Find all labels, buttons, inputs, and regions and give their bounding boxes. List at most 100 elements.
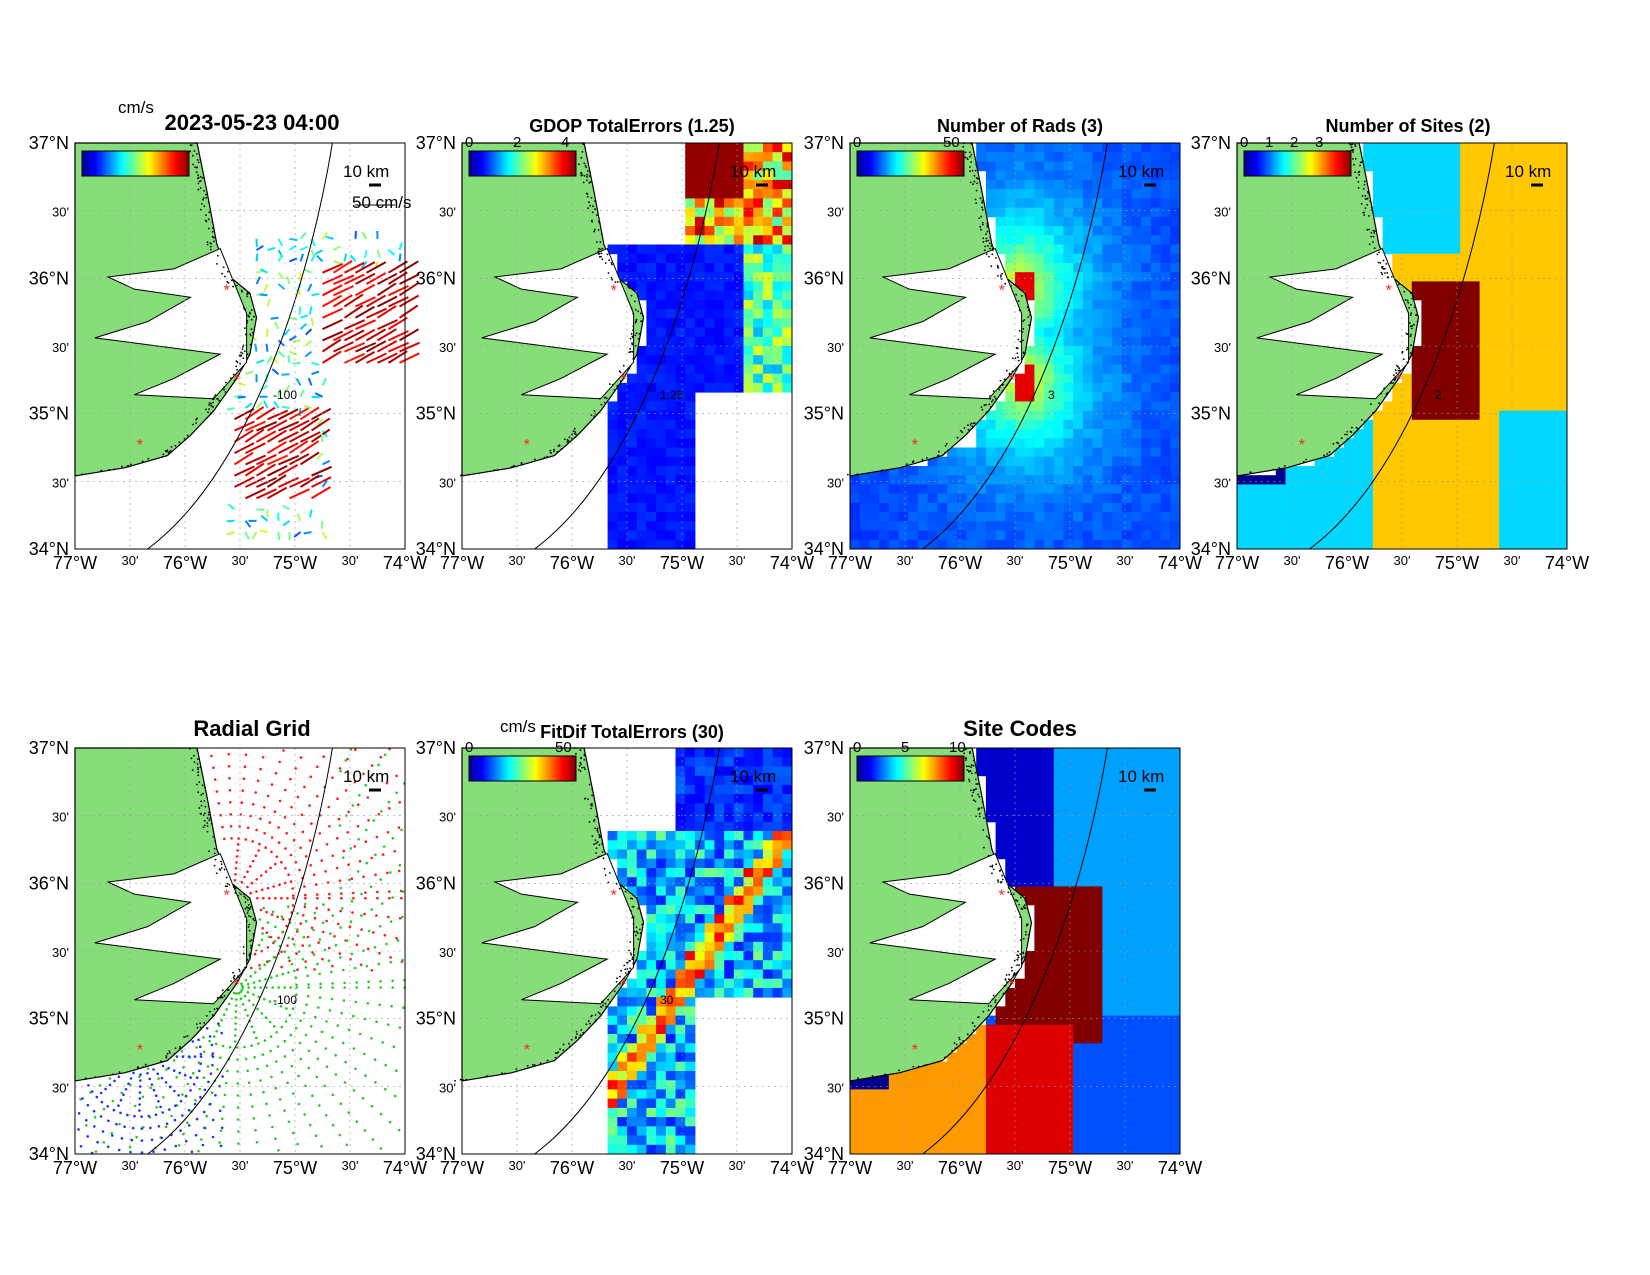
coast-marsh-dot [973,180,976,183]
field-cell [1489,355,1500,365]
field-cell [782,775,793,786]
field-cell [617,877,628,887]
radial-grid-point [209,1102,212,1106]
coast-marsh-dot [244,333,247,336]
field-cell [733,978,744,989]
field-cell [1537,143,1549,153]
field-cell [1073,143,1084,153]
field-cell [1170,364,1181,375]
field-cell [1469,198,1481,209]
current-vector [303,404,312,409]
coast-marsh-dot [226,988,229,991]
field-cell [772,904,783,915]
coast-marsh-dot [170,446,173,448]
field-cell [1508,438,1519,448]
current-vector [304,350,313,358]
field-cell [1547,161,1558,172]
field-cell [1518,493,1529,504]
field-cell [646,969,657,980]
field-cell [704,784,715,795]
coast-marsh-dot [607,272,610,274]
coast-marsh-dot [193,150,196,153]
coast-marsh-dot [252,935,255,937]
field-cell [1005,521,1016,531]
field-cell [1044,327,1055,338]
field-cell [733,766,744,777]
field-cell [1121,272,1132,282]
field-cell [1421,207,1432,218]
field-cell [694,932,706,943]
field-cell [772,244,783,255]
field-cell [675,858,686,869]
field-cell [743,895,754,906]
field-cell [1092,419,1103,430]
field-cell [1063,512,1074,522]
coast-marsh-dot [969,181,972,184]
radial-grid-point [161,1111,164,1114]
field-cell [753,152,764,162]
field-cell [1334,493,1345,504]
field-cell [724,198,735,209]
coast-marsh-dot [933,457,936,459]
current-vector [245,454,267,466]
radial-grid-point [324,1047,328,1050]
field-cell [1275,502,1286,513]
field-cell [937,530,948,541]
field-cell [704,179,715,190]
field-cell [976,466,987,476]
field-cell [772,951,783,961]
field-cell [1508,447,1519,458]
coast-marsh-dot [847,473,849,476]
field-cell [1314,539,1325,550]
field-cell [956,512,967,522]
field-cell [1518,521,1529,531]
current-vector [333,274,355,285]
field-cell [1015,152,1026,162]
radial-grid-point [321,921,325,925]
field-cell [646,831,657,841]
radial-grid-point [276,1045,280,1048]
current-vector [311,361,320,366]
field-cell [976,152,987,162]
field-cell [636,1043,647,1053]
field-cell [724,318,735,328]
field-cell [1528,484,1539,495]
field-cell [1557,226,1568,236]
field-cell [1141,456,1152,467]
field-cell [714,318,725,328]
field-cell [1102,216,1113,227]
field-cell [995,401,1006,412]
radial-grid-point [147,1114,151,1118]
colorbar-tick-label: 0 [465,134,473,151]
field-cell [1275,484,1286,495]
radial-grid-point [270,836,274,839]
coast-marsh-dot [1394,378,1396,381]
coast-marsh-dot [1023,319,1026,321]
radial-grid-point [223,1093,227,1097]
coast-marsh-dot [619,380,622,383]
field-cell [627,1015,638,1026]
coast-marsh-dot [216,263,218,265]
field-cell [675,318,686,328]
field-cell [724,775,735,786]
coast-marsh-dot [200,800,203,803]
field-cell [1102,207,1113,218]
current-vector [289,237,298,242]
coast-marsh-dot [587,207,589,210]
field-cell [1431,281,1442,292]
radial-grid-point [202,1110,206,1114]
field-cell [1044,346,1055,356]
field-cell [1518,263,1529,273]
radial-grid-point [194,1099,197,1102]
field-cell [772,263,783,273]
field-cell [1528,410,1539,421]
field-cell [1102,419,1113,430]
field-cell [1121,355,1132,365]
field-cell [1547,392,1558,402]
coast-marsh-dot [631,335,634,338]
field-cell [636,392,647,402]
coast-marsh-dot [253,919,256,922]
radial-grid-point [255,1140,259,1144]
radar-site-marker: * [524,437,530,454]
field-cell [1015,539,1026,550]
